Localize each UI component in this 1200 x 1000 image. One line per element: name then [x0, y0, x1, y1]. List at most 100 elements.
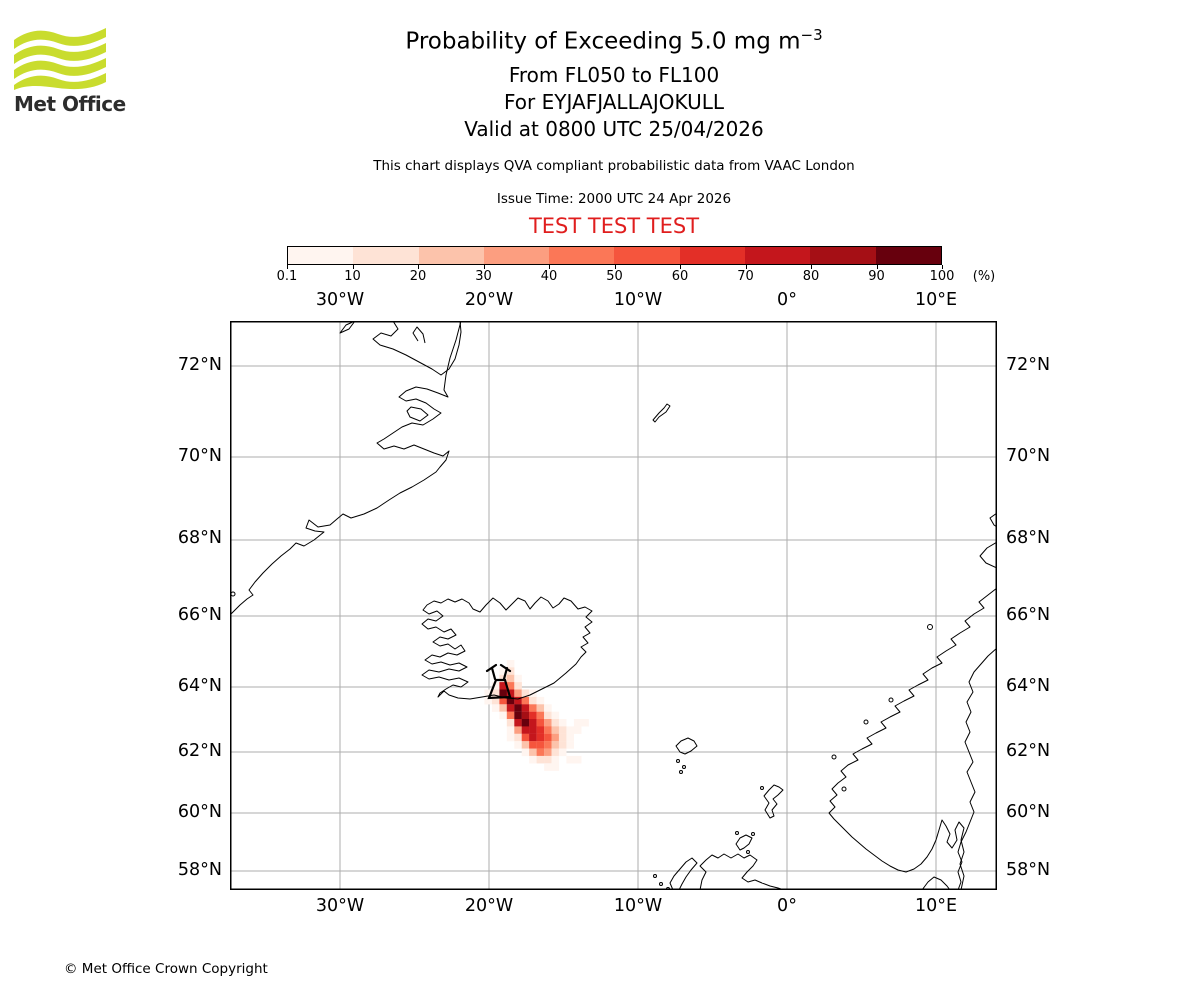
- ash-plume-cells: [484, 660, 589, 771]
- map-panel: [230, 321, 997, 890]
- lat-label: 58°N: [1006, 860, 1051, 880]
- page-title: Probability of Exceeding 5.0 mg m−3: [230, 26, 998, 55]
- lon-label: 20°W: [464, 290, 514, 310]
- coastline-orkney: [735, 834, 753, 851]
- colorbar-segment-6: [614, 247, 680, 264]
- colorbar-tick: [483, 265, 485, 269]
- colorbar-tick: [876, 265, 878, 269]
- coastline-scoresby-island: [406, 406, 429, 422]
- lat-label: 60°N: [177, 802, 222, 822]
- issue-time: Issue Time: 2000 UTC 24 Apr 2026: [496, 191, 732, 207]
- colorbar-segment-1: [288, 247, 354, 264]
- colorbar-tick-label: 40: [540, 269, 558, 284]
- colorbar-tick-label: 10: [344, 269, 361, 284]
- colorbar-tick-label: 50: [606, 269, 623, 284]
- subtitle-volcano: For EYJAFJALLAJOKULL: [504, 90, 724, 114]
- islet: [679, 770, 683, 774]
- lat-label: 72°N: [1006, 355, 1051, 375]
- colorbar-tick: [811, 265, 812, 269]
- lat-label: 68°N: [177, 528, 222, 548]
- colorbar-segment-9: [810, 247, 876, 264]
- colorbar-segment-2: [353, 247, 419, 264]
- coastline-norway-outer-coast: [828, 587, 997, 890]
- colorbar-tick: [549, 265, 550, 269]
- coastline-norway-headland-ne: [979, 541, 997, 569]
- colorbar-tick-label: 30: [475, 269, 492, 284]
- lat-label: 66°N: [177, 605, 222, 625]
- coastline-faroe-main: [675, 737, 698, 755]
- lon-label: 30°W: [315, 896, 365, 916]
- islet: [841, 786, 847, 792]
- met-office-waves-icon: [14, 28, 106, 90]
- colorbar-tick-label: 80: [802, 269, 820, 284]
- colorbar-tick: [352, 265, 354, 269]
- islet: [888, 697, 894, 703]
- colorbar-unit-label: (%): [972, 269, 996, 284]
- colorbar-segment-8: [745, 247, 811, 264]
- islet: [760, 786, 764, 790]
- grid-lines: [230, 321, 997, 890]
- lon-label: 30°W: [315, 290, 365, 310]
- volcano-symbol-icon: [485, 663, 512, 700]
- colorbar-tick: [680, 265, 681, 269]
- coastline-shetland: [763, 784, 784, 819]
- lon-label: 0°: [777, 896, 797, 916]
- colorbar-segment-7: [679, 247, 746, 264]
- islet: [676, 759, 680, 763]
- test-banner: TEST TEST TEST: [528, 214, 700, 238]
- map-border: [230, 321, 997, 890]
- colorbar-tick-label: 60: [671, 269, 689, 284]
- lon-label: 10°W: [613, 896, 663, 916]
- islet: [927, 624, 933, 630]
- islet: [682, 765, 686, 769]
- lat-label: 72°N: [177, 355, 222, 375]
- islet: [735, 831, 739, 835]
- islet: [751, 832, 755, 836]
- coastline-scotland-mainland: [699, 853, 785, 890]
- coastline-norway-inner-line: [957, 647, 997, 890]
- islet: [653, 874, 657, 878]
- lon-label: 20°W: [464, 896, 514, 916]
- lat-label: 68°N: [1006, 528, 1051, 548]
- coastline-greenland-north-channel: [372, 321, 462, 376]
- lon-label: 10°E: [914, 290, 958, 310]
- colorbar-segment-4: [483, 247, 550, 264]
- colorbar-tick: [745, 265, 747, 269]
- colorbar-tick-label: 100: [929, 269, 955, 284]
- lon-label: 10°W: [613, 290, 663, 310]
- met-office-logo: [14, 28, 124, 90]
- colorbar-tick: [418, 265, 419, 269]
- islet: [230, 591, 236, 597]
- lat-label: 70°N: [177, 446, 222, 466]
- map-canvas: [230, 321, 997, 890]
- colorbar-tick-label: 20: [409, 269, 427, 284]
- subtitle-flight-levels: From FL050 to FL100: [508, 63, 720, 87]
- colorbar-tick: [942, 265, 943, 269]
- colorbar-tick-label: 70: [737, 269, 754, 284]
- subtitle-valid-time: Valid at 0800 UTC 25/04/2026: [464, 117, 764, 141]
- colorbar-tick-label: 0.1: [276, 269, 298, 284]
- coastline-greenland-channel-spur: [412, 326, 426, 344]
- copyright-text: © Met Office Crown Copyright: [64, 961, 268, 977]
- coastlines: [230, 321, 997, 890]
- islet: [863, 719, 869, 725]
- coastline-iceland: [421, 596, 593, 700]
- lon-label: 10°E: [914, 896, 958, 916]
- islet: [746, 850, 750, 854]
- title-text: Probability of Exceeding 5.0 mg m: [405, 28, 801, 55]
- colorbar-segment-3: [418, 247, 484, 264]
- coastline-lewis-hebrides: [669, 857, 698, 890]
- coastline-greenland-main-coast: [230, 321, 462, 616]
- islet: [659, 882, 663, 886]
- lat-label: 64°N: [177, 676, 222, 696]
- lon-label: 0°: [777, 290, 797, 310]
- colorbar-segment-10: [875, 247, 941, 264]
- probability-colorbar: [287, 246, 942, 265]
- coastline-denmark-skagen: [921, 876, 951, 890]
- lat-label: 62°N: [177, 741, 222, 761]
- met-office-logo-text: Met Office: [14, 92, 126, 116]
- colorbar-tick-label: 90: [868, 269, 885, 284]
- lat-label: 64°N: [1006, 676, 1051, 696]
- colorbar-tick: [287, 265, 288, 269]
- colorbar-segment-5: [549, 247, 615, 264]
